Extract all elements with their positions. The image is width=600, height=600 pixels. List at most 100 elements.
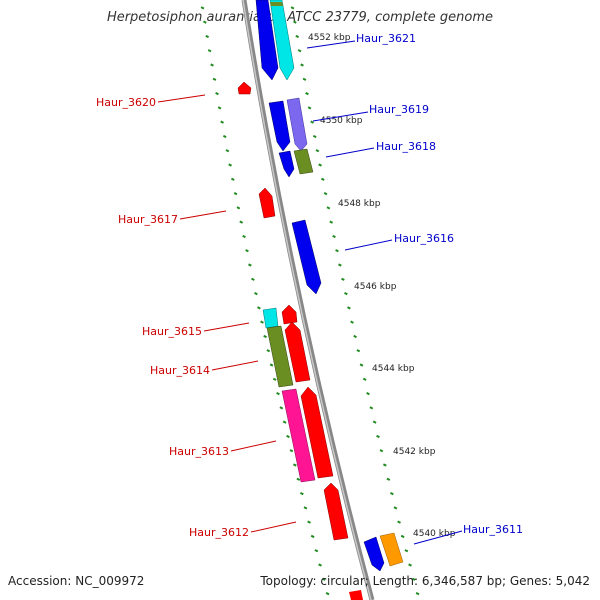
gene-label-haur-3613: Haur_3613	[169, 445, 229, 458]
gc-tick	[408, 563, 412, 567]
gc-tick	[366, 392, 370, 396]
scale-label-4548: 4548 kbp	[338, 199, 381, 209]
gc-tick	[230, 177, 235, 181]
gene-block	[270, 2, 283, 6]
gc-tick	[248, 263, 252, 267]
gene-block	[379, 532, 404, 567]
gc-tick	[293, 20, 297, 24]
gc-tick	[272, 377, 277, 381]
gc-tick	[325, 591, 330, 596]
gc-tick	[341, 277, 345, 281]
gene-label-haur-3611: Haur_3611	[463, 523, 523, 536]
scale-label-4546: 4546 kbp	[354, 282, 397, 292]
gene-label-haur-3615: Haur_3615	[142, 325, 202, 338]
gc-tick	[400, 534, 405, 539]
gene-block	[286, 97, 308, 152]
gene-label-haur-3612: Haur_3612	[189, 526, 249, 539]
gene-block	[255, 0, 279, 81]
accession-text: Accession: NC_009972	[8, 574, 145, 588]
gc-tick	[203, 20, 207, 24]
gene-block	[281, 304, 298, 325]
gc-tick	[302, 77, 307, 81]
gc-tick	[210, 63, 214, 67]
gc-tick	[303, 506, 308, 510]
gene-block	[323, 482, 349, 541]
gc-tick	[220, 120, 224, 124]
gc-tick	[233, 192, 238, 196]
gc-tick	[290, 6, 295, 10]
gene-block	[266, 325, 294, 388]
gc-tick	[200, 6, 205, 10]
gene-label-haur-3620: Haur_3620	[96, 96, 156, 109]
map-title: Herpetosiphon aurantiacus ATCC 23779, co…	[106, 10, 494, 25]
gc-tick	[369, 406, 374, 410]
gc-tick	[269, 363, 274, 367]
gc-tick	[318, 563, 322, 567]
gc-tick	[205, 34, 210, 39]
gc-tick	[299, 491, 304, 496]
topology-text: Topology: circular; Length: 6,346,587 bp…	[260, 574, 590, 588]
gene-label-haur-3617: Haur_3617	[118, 213, 178, 226]
gc-tick	[207, 49, 212, 53]
gc-track-right	[290, 6, 420, 596]
gc-tick	[225, 149, 230, 153]
reverse-gene-labels: Haur_3620 Haur_3617 Haur_3615 Haur_3614 …	[96, 94, 297, 539]
gc-tick	[389, 491, 394, 496]
gc-tick	[297, 49, 302, 53]
gc-tick	[332, 234, 336, 239]
gc-tick	[323, 192, 328, 196]
gc-tick	[321, 577, 326, 581]
gc-tick	[222, 134, 227, 139]
gc-tick	[362, 377, 367, 381]
gc-tick	[254, 292, 258, 296]
gc-tick	[279, 406, 284, 410]
gc-tick	[326, 206, 331, 210]
gc-tick	[239, 220, 244, 224]
gene-block	[300, 386, 334, 479]
gc-tick	[286, 434, 290, 439]
gc-tick	[257, 306, 261, 310]
gc-tick	[245, 249, 249, 253]
gc-tick	[310, 534, 315, 539]
gc-tick	[307, 106, 312, 110]
scale-labels: 4552 kbp 4550 kbp 4548 kbp 4546 kbp 4544…	[308, 33, 456, 539]
gene-block	[269, 0, 295, 81]
gc-tick	[353, 334, 357, 339]
gc-tick	[320, 177, 325, 181]
gene-block	[268, 100, 291, 152]
gene-block	[291, 219, 322, 295]
gc-tick	[295, 34, 300, 39]
gc-tick	[382, 463, 387, 467]
gc-tick	[217, 106, 222, 110]
gc-tick	[318, 163, 322, 167]
gene-block	[281, 388, 316, 483]
gc-tick	[338, 263, 342, 267]
gc-tick	[276, 392, 280, 396]
gene-block	[284, 321, 311, 383]
gc-tick	[344, 292, 348, 296]
gc-tick	[266, 349, 271, 353]
gc-tick	[289, 449, 294, 453]
gene-block	[349, 590, 363, 600]
scale-label-4544: 4544 kbp	[372, 364, 415, 374]
gc-tick	[296, 477, 301, 481]
forward-gene-labels: Haur_3621 Haur_3619 Haur_3618 Haur_3616 …	[306, 32, 523, 545]
gc-tick	[292, 463, 297, 467]
gene-block	[363, 536, 385, 572]
gc-tick	[397, 520, 401, 524]
gc-tick	[335, 249, 339, 253]
gc-tick	[315, 149, 320, 153]
gc-tick	[393, 506, 398, 510]
scale-label-4550: 4550 kbp	[320, 116, 363, 126]
gene-label-haur-3618: Haur_3618	[376, 140, 436, 153]
gene-label-haur-3619: Haur_3619	[369, 103, 429, 116]
gc-tick	[376, 434, 380, 439]
gene-block	[237, 81, 252, 95]
gc-tick	[347, 306, 351, 310]
gc-tick	[260, 320, 264, 324]
gc-tick	[212, 77, 217, 81]
gene-label-haur-3614: Haur_3614	[150, 364, 210, 377]
gc-tick	[329, 220, 334, 224]
gc-tick	[310, 120, 314, 124]
